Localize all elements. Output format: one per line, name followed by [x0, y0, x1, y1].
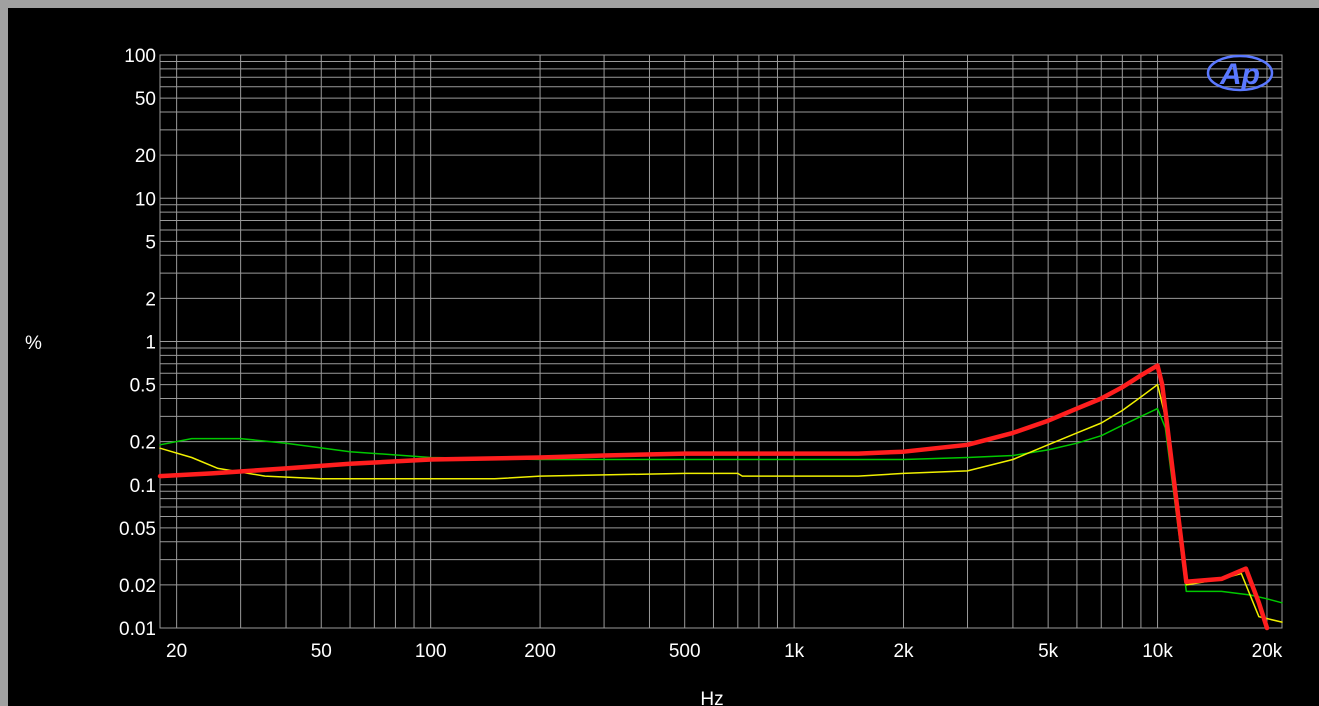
series-lines	[157, 363, 1283, 631]
y-tick-label: 1	[145, 333, 156, 354]
series-line-3	[157, 363, 1270, 631]
y-tick-label: 5	[145, 232, 156, 253]
x-tick-label: 500	[669, 641, 701, 662]
y-tick-label: 50	[135, 89, 156, 110]
x-tick-label: 1k	[784, 641, 805, 662]
chart-frame: 100 50 20 10 5 2 1 0.5 0.2 0.1 0.05 0.02 0.01 20 50 100…	[8, 8, 1319, 706]
x-tick-label: 50	[311, 641, 332, 662]
grid-lines	[159, 54, 1283, 629]
y-tick-label: 0.5	[130, 376, 156, 397]
y-tick-label: 0.02	[119, 576, 156, 597]
x-tick-label: 10k	[1142, 641, 1173, 662]
ap-logo-icon: Ap	[1206, 54, 1274, 92]
x-tick-label: 20	[166, 641, 187, 662]
y-tick-label: 0.1	[130, 476, 156, 497]
x-axis-title: Hz	[700, 689, 723, 706]
plot-border	[159, 54, 1283, 629]
chart-svg: 100 50 20 10 5 2 1 0.5 0.2 0.1 0.05 0.02 0.01 20 50 100…	[8, 8, 1319, 706]
y-tick-label: 10	[135, 189, 156, 210]
y-tick-label: 0.2	[130, 433, 156, 454]
y-axis-title: %	[25, 333, 42, 354]
y-tick-label: 20	[135, 146, 156, 167]
y-tick-label: 0.05	[119, 519, 156, 540]
tick-labels: 100 50 20 10 5 2 1 0.5 0.2 0.1 0.05 0.02 0.01 20 50 100…	[119, 46, 1283, 662]
x-tick-label: 20k	[1252, 641, 1283, 662]
x-tick-label: 100	[415, 641, 447, 662]
y-tick-label: 2	[145, 289, 156, 310]
ap-logo-text: Ap	[1219, 58, 1260, 91]
x-tick-label: 200	[524, 641, 556, 662]
y-tick-label: 0.01	[119, 619, 156, 640]
x-tick-label: 2k	[893, 641, 914, 662]
x-tick-label: 5k	[1038, 641, 1059, 662]
y-tick-label: 100	[124, 46, 156, 67]
